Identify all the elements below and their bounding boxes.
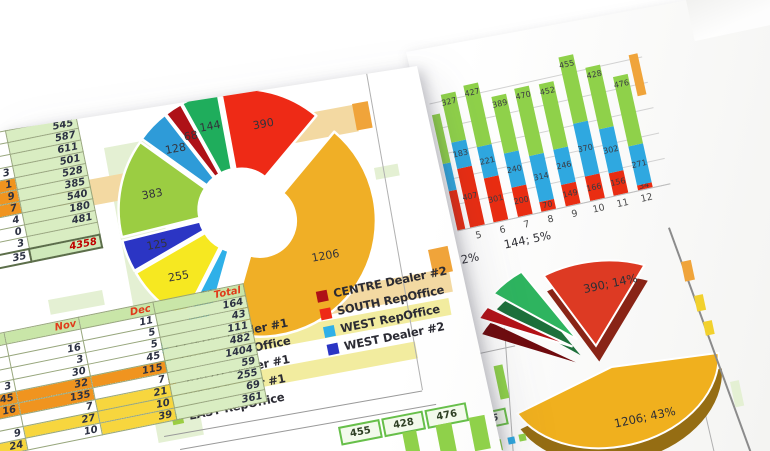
green-bar-top (435, 422, 458, 451)
pie3d-chart: 2% 144; 5% 390; 14% 1206; 43% (425, 181, 757, 451)
pie-slice-label: 390 (252, 116, 275, 133)
legend-swatch (319, 306, 333, 320)
pie3d-svg: 2%144; 5%390; 14%1206; 43% (460, 228, 722, 451)
green-bar-top (402, 430, 422, 451)
donut-hole (198, 168, 283, 253)
pie-slice-label: 1206 (311, 247, 341, 265)
pie-slice (117, 140, 207, 239)
pie-slice (164, 102, 221, 179)
pie-slice (140, 113, 216, 187)
pie-slice (227, 130, 378, 338)
pie3d-slice-side (482, 322, 576, 363)
pie-slice (121, 220, 205, 273)
pie-slice-label: 68 (183, 128, 199, 143)
pie3d-slice (491, 270, 579, 341)
green-stripe-left (48, 289, 105, 315)
pie-slice-label: 383 (141, 186, 164, 203)
bottom-chart-fragment: 455 428 476 (338, 385, 502, 451)
donut-pie-chart: 39012068825512538312868144 (98, 66, 416, 386)
green-bar-top (468, 414, 491, 451)
legend-swatch (315, 289, 329, 303)
pie3d-slice (477, 305, 574, 348)
pie-slice-label: 128 (164, 140, 187, 157)
data-label-cell: 455 (338, 418, 383, 446)
legend-swatch (326, 342, 340, 356)
pie-slice-label: 255 (167, 268, 190, 285)
pie-slice-label: 144 (199, 118, 222, 135)
pie3d-slice (515, 351, 720, 450)
pie3d-label: 2% (460, 249, 481, 267)
pie-slice-label: 125 (146, 236, 169, 253)
donut-svg: 39012068825512538312868144 (117, 87, 378, 338)
pie3d-slice (542, 259, 646, 348)
legend-swatch (322, 324, 336, 338)
monthly-totals-table: Total54558761135011528938575404180048135… (0, 104, 103, 278)
